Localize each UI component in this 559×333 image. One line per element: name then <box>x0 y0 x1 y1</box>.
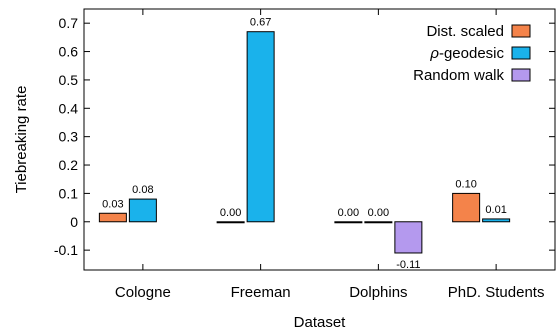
y-tick-label: 0.2 <box>59 157 79 173</box>
bar <box>364 221 393 224</box>
y-tick-label: 0.6 <box>59 44 79 60</box>
legend-label: Random walk <box>413 67 504 84</box>
data-label: 0.00 <box>338 207 359 219</box>
axes-layer: -0.1 0 0.1 0.2 0.3 0.4 0.5 0.6 0.7 Cologne Freeman… <box>54 8 556 301</box>
legend-label: ρ-geodesic <box>429 45 504 62</box>
legend: Dist. scaled ρ-geodesic Random walk <box>413 23 531 84</box>
legend-swatch <box>511 46 531 60</box>
y-tick-label: 0.4 <box>59 100 79 116</box>
y-tick-label: 0.5 <box>59 72 79 88</box>
x-axis-title: Dataset <box>294 314 347 331</box>
category-label: Cologne <box>115 284 171 301</box>
bar <box>482 218 511 223</box>
data-label: 0.03 <box>102 198 123 210</box>
bar <box>452 192 481 223</box>
plot-frame <box>83 8 556 271</box>
y-tick-label: 0.3 <box>59 129 79 145</box>
data-label: 0.10 <box>455 178 476 190</box>
y-tick-label: 0 <box>70 214 78 230</box>
data-label: 0.00 <box>368 207 389 219</box>
bar <box>216 221 245 224</box>
data-label: 0.00 <box>220 207 241 219</box>
category-label: Freeman <box>231 284 291 301</box>
data-labels-layer: 0.03 0.08 0.00 0.67 0.00 0.00 -0.11 0.10 0.01 <box>102 17 507 271</box>
data-label: 0.01 <box>485 204 506 216</box>
legend-swatch <box>511 68 531 82</box>
category-label: PhD. Students <box>448 284 545 301</box>
data-label: -0.11 <box>396 259 420 271</box>
bars-layer <box>98 31 511 254</box>
bar <box>246 31 275 223</box>
data-label: 0.08 <box>132 184 153 196</box>
category-label: Dolphins <box>349 284 407 301</box>
data-label: 0.67 <box>250 17 271 29</box>
bar <box>394 221 423 254</box>
bar <box>98 212 127 223</box>
y-tick-label: 0.7 <box>59 15 79 31</box>
y-tick-label: 0.1 <box>59 185 79 201</box>
y-axis-title: Tiebreaking rate <box>13 86 30 194</box>
bar <box>128 198 157 223</box>
bar <box>334 221 363 224</box>
legend-swatch <box>511 24 531 38</box>
y-tick-label: -0.1 <box>54 242 78 258</box>
legend-label: Dist. scaled <box>426 23 504 40</box>
